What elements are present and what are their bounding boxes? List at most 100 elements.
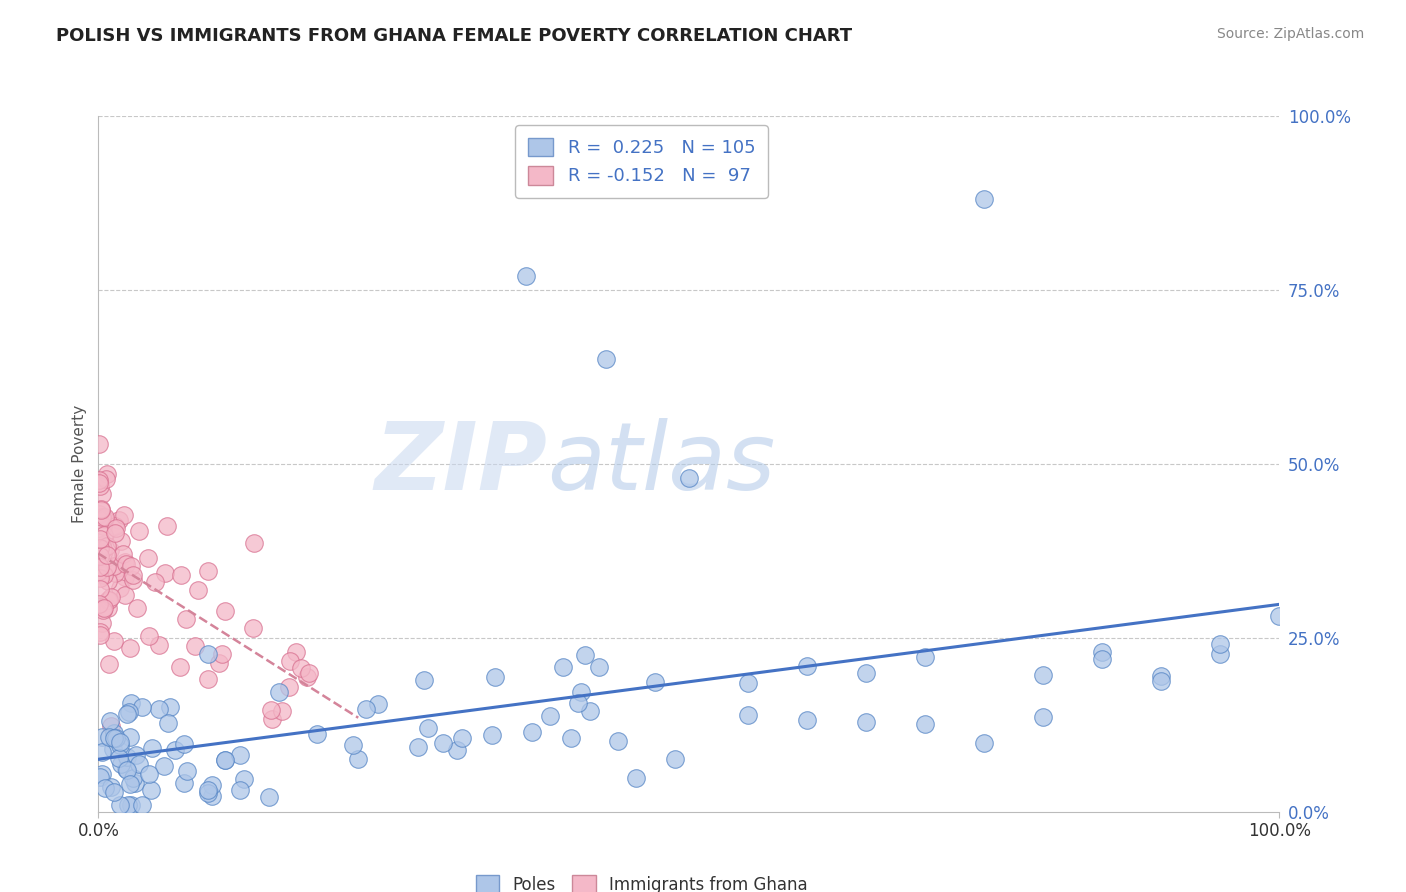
Point xyxy=(120,558,142,573)
Point xyxy=(89,564,111,578)
Point xyxy=(90,509,112,524)
Point xyxy=(432,736,454,750)
Point xyxy=(644,675,666,690)
Point xyxy=(418,721,440,735)
Point xyxy=(211,647,233,661)
Point xyxy=(197,786,219,800)
Point xyxy=(737,708,759,723)
Point xyxy=(128,524,150,538)
Point xyxy=(606,734,628,748)
Point xyxy=(138,766,160,780)
Point xyxy=(914,716,936,731)
Y-axis label: Female Poverty: Female Poverty xyxy=(72,405,87,523)
Point xyxy=(89,533,111,547)
Point xyxy=(973,736,995,750)
Point xyxy=(201,789,224,803)
Point xyxy=(551,659,574,673)
Text: POLISH VS IMMIGRANTS FROM GHANA FEMALE POVERTY CORRELATION CHART: POLISH VS IMMIGRANTS FROM GHANA FEMALE P… xyxy=(56,27,852,45)
Point xyxy=(125,601,148,615)
Point xyxy=(1032,710,1054,724)
Point xyxy=(89,571,111,585)
Point xyxy=(110,735,132,749)
Text: ZIP: ZIP xyxy=(374,417,547,510)
Point xyxy=(187,583,209,598)
Point xyxy=(131,700,153,714)
Point xyxy=(446,743,468,757)
Point xyxy=(98,542,121,557)
Text: atlas: atlas xyxy=(547,418,776,509)
Point xyxy=(155,566,177,581)
Point xyxy=(91,766,114,780)
Point xyxy=(139,782,162,797)
Point xyxy=(174,612,197,626)
Point xyxy=(114,557,136,571)
Point xyxy=(89,541,111,556)
Point xyxy=(98,592,121,607)
Point xyxy=(138,629,160,643)
Point xyxy=(112,547,135,561)
Point xyxy=(1150,669,1173,683)
Point xyxy=(855,665,877,680)
Point xyxy=(262,712,284,726)
Point xyxy=(90,745,112,759)
Point xyxy=(108,513,131,527)
Point xyxy=(1032,668,1054,682)
Point xyxy=(89,628,111,642)
Point xyxy=(96,539,118,553)
Point xyxy=(115,750,138,764)
Point xyxy=(197,672,219,686)
Point xyxy=(1209,647,1232,661)
Point xyxy=(91,567,114,582)
Point xyxy=(257,789,280,804)
Point xyxy=(176,764,198,778)
Point xyxy=(114,554,136,568)
Point xyxy=(120,797,142,812)
Point xyxy=(267,685,290,699)
Point xyxy=(96,560,118,574)
Point xyxy=(93,568,115,582)
Point xyxy=(914,649,936,664)
Point xyxy=(97,574,120,588)
Point xyxy=(153,759,176,773)
Point xyxy=(156,519,179,533)
Legend: Poles, Immigrants from Ghana: Poles, Immigrants from Ghana xyxy=(470,869,814,892)
Point xyxy=(626,771,648,785)
Point xyxy=(120,730,142,744)
Point xyxy=(114,762,136,776)
Point xyxy=(118,705,141,719)
Point xyxy=(159,700,181,714)
Point xyxy=(94,512,117,526)
Point xyxy=(93,509,115,524)
Point xyxy=(87,597,110,611)
Point xyxy=(103,558,125,573)
Point xyxy=(156,716,179,731)
Point xyxy=(117,763,139,777)
Point xyxy=(105,521,128,535)
Point xyxy=(408,740,430,755)
Point xyxy=(578,704,600,718)
Point xyxy=(89,625,111,640)
Point xyxy=(214,604,236,618)
Point xyxy=(124,776,146,790)
Point xyxy=(89,479,111,493)
Point xyxy=(108,751,131,765)
Point xyxy=(173,775,195,789)
Point xyxy=(98,714,121,729)
Point xyxy=(229,747,252,762)
Point xyxy=(103,725,125,739)
Point xyxy=(98,730,121,744)
Point xyxy=(141,741,163,756)
Point xyxy=(90,502,112,516)
Point xyxy=(89,560,111,574)
Point xyxy=(118,640,141,655)
Point xyxy=(97,592,120,607)
Point xyxy=(1091,651,1114,665)
Point xyxy=(105,560,128,574)
Point xyxy=(91,546,114,560)
Point xyxy=(87,436,110,450)
Point xyxy=(120,696,142,710)
Point xyxy=(115,707,138,722)
Point xyxy=(569,685,592,699)
Point xyxy=(346,752,368,766)
Point xyxy=(595,352,617,367)
